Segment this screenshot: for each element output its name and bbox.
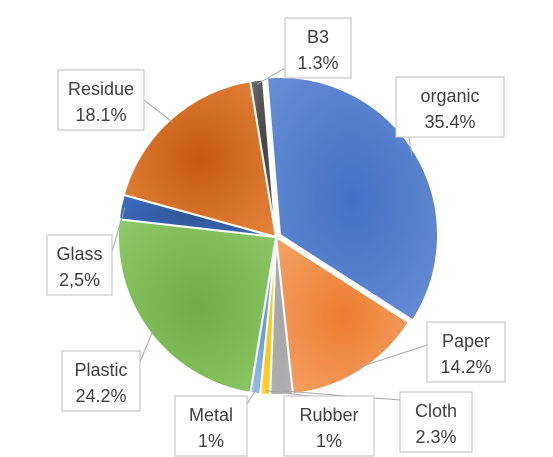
pie-slice-residue: [122, 79, 278, 239]
data-label-paper: Paper 14.2%: [426, 321, 506, 383]
percent-value: 1%: [198, 431, 224, 451]
leader-line-b3: [256, 67, 286, 85]
data-label-cloth: Cloth 2.3%: [399, 391, 473, 453]
label-box: [395, 76, 505, 138]
percent-value: 35.4%: [424, 112, 475, 132]
label-box: [46, 234, 113, 296]
category-name: Metal: [189, 405, 233, 425]
percent-value: 2.3%: [415, 427, 456, 447]
percent-value: 24.2%: [75, 386, 126, 406]
leader-line-rubber: [265, 390, 311, 397]
label-box: [174, 395, 248, 457]
pie-slice-b3: [249, 78, 277, 238]
data-label-metal: Metal 1%: [174, 395, 248, 457]
percent-value: 14.2%: [440, 357, 491, 377]
leader-line-residue: [143, 99, 174, 123]
label-box: [399, 391, 473, 453]
category-name: Plastic: [74, 360, 127, 380]
leader-line-plastic: [139, 329, 154, 363]
slices-layer: [117, 76, 439, 396]
label-box: [426, 321, 506, 383]
category-name: B3: [307, 27, 329, 47]
data-label-plastic: Plastic 24.2%: [61, 350, 141, 412]
label-box: [284, 17, 352, 79]
pie-slice-organic: [265, 76, 439, 322]
label-box: [283, 395, 375, 457]
leader-line-metal: [246, 389, 257, 405]
data-label-glass: Glass 2,5%: [46, 234, 113, 296]
data-label-residue: Residue 18.1%: [57, 69, 145, 131]
label-box: [57, 69, 145, 131]
data-labels: organic35.4%Paper14.2%Cloth2.3%Rubber1%M…: [46, 17, 506, 457]
percent-value: 18.1%: [75, 105, 126, 125]
category-name: organic: [420, 86, 479, 106]
category-name: Cloth: [415, 401, 457, 421]
category-name: Glass: [56, 244, 102, 264]
leader-line-paper: [356, 344, 428, 369]
category-name: Rubber: [299, 405, 358, 425]
category-name: Residue: [68, 79, 134, 99]
label-box: [61, 350, 141, 412]
data-label-rubber: Rubber 1%: [283, 395, 375, 457]
percent-value: 1%: [316, 431, 342, 451]
percent-value: 1.3%: [297, 53, 338, 73]
data-label-b3: B3 1.3%: [284, 17, 352, 79]
data-label-organic: organic 35.4%: [395, 76, 505, 138]
leader-line-glass: [111, 207, 126, 253]
percent-value: 2,5%: [59, 270, 100, 290]
category-name: Paper: [442, 331, 490, 351]
pie-slice-plastic: [117, 218, 278, 395]
